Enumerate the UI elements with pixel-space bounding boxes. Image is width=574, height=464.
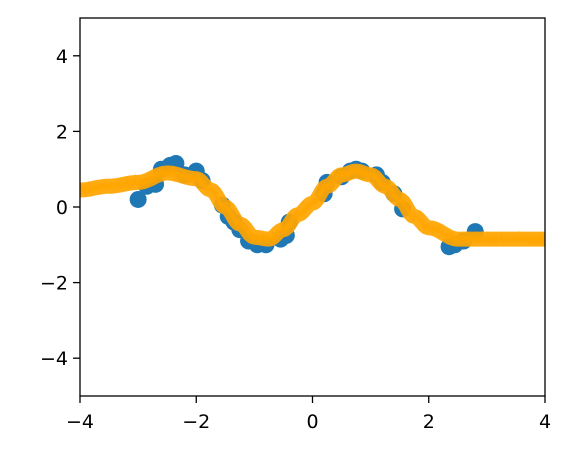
y-tick-label: 2 [56,121,68,143]
axes: −4 −2 0 2 4 −4 −2 0 2 4 [40,46,551,433]
plot-clip-group [80,155,545,256]
x-tick-label: 4 [539,411,551,433]
x-tick-label: 0 [306,411,318,433]
y-tick-label: 4 [56,46,68,68]
x-tick-label: −4 [66,411,94,433]
y-tick-label: −2 [40,273,68,295]
x-tick-label: −2 [182,411,210,433]
data-point [129,190,147,208]
sample-mean-band [80,163,545,247]
x-tick-label: 2 [423,411,435,433]
y-tick-label: −4 [40,348,68,370]
plot-area [80,155,545,256]
y-tick-label: 0 [56,197,68,219]
